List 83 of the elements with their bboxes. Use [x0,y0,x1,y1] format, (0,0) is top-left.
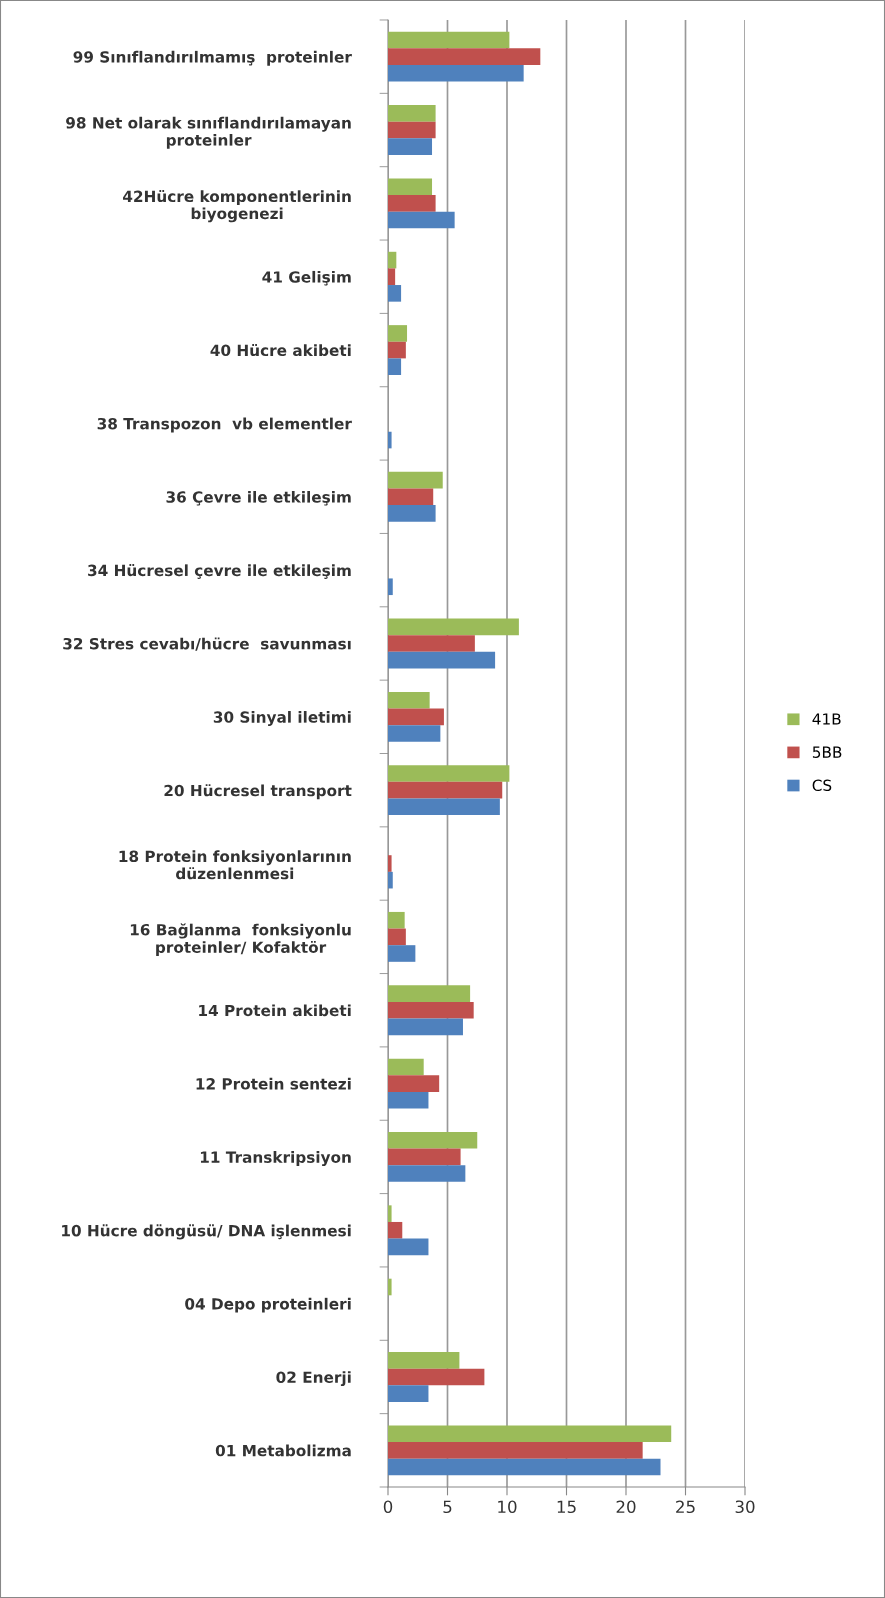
x-tick-label: 0 [383,1500,393,1514]
bar [388,505,436,522]
bar [388,1442,643,1459]
bar [388,1075,440,1092]
x-tick-label: 25 [676,1500,695,1514]
y-tick-label: 98 Net olarak sınıflandırılamayan proteinler [66,116,351,149]
y-tick-label: 04 Depo proteinleri [185,1297,351,1313]
y-tick-label: 16 Bağlanma fonksiyonlu proteinler/ Kofaktör [130,923,351,956]
bar [388,285,402,302]
bar [388,358,402,376]
bar [388,1165,466,1182]
bar [388,945,416,962]
bar [388,48,541,65]
bar [388,325,408,342]
bar [388,765,510,782]
bar [388,1131,478,1149]
y-tick-label: 30 Sinyal iletimi [213,711,351,726]
bar [388,651,496,669]
y-tick-label: 34 Hücresel çevre ile etkileşim [88,564,351,579]
bar [388,1091,429,1109]
bar [388,471,443,489]
bar [388,31,510,49]
bar [388,1368,485,1386]
bar [388,178,433,196]
y-tick-label: 10 Hücre döngüsü/ DNA işlenmesi [62,1224,351,1240]
bar [388,618,519,636]
bar [388,1425,672,1443]
bar [388,268,396,286]
bar [388,211,455,229]
y-tick-label: 11 Transkripsiyon [200,1151,351,1167]
bar [388,708,444,726]
bar [388,1221,403,1239]
x-tick-label: 20 [616,1500,636,1514]
bar [388,578,393,596]
y-tick-label: 38 Transpozon vb elementler [97,417,352,433]
bar [388,195,436,212]
x-tick-label: 15 [557,1500,576,1514]
bar [388,1148,461,1166]
bar [388,138,433,155]
bar [388,691,430,709]
y-tick-label: 12 Protein sentezi [196,1077,351,1090]
bar [388,725,441,742]
bar [388,871,393,889]
bar [388,64,524,82]
y-tick-label: 02 Enerji [276,1371,351,1387]
y-tick-label: 41 Gelişim [262,270,351,286]
bar [388,488,434,506]
bar [388,1458,661,1476]
y-tick-label: 01 Metabolizma [215,1444,351,1457]
y-tick-label: 40 Hücre akibeti [210,344,351,357]
y-tick-label: 36 Çevre ile etkileşim [166,490,351,506]
bar [388,1278,392,1296]
y-tick-label: 42Hücre komponentlerinin biyogenezi [123,190,351,223]
y-tick-label: 32 Stres cevabı/hücre savunması [63,637,351,651]
bar [388,431,392,449]
bar [388,1352,460,1369]
y-tick-label: 14 Protein akibeti [199,1004,351,1017]
bar [388,105,436,122]
bar [388,1205,392,1222]
bar [388,1001,474,1019]
y-tick-label: 99 Sınıflandırılmamış proteinler [73,50,352,66]
bar [388,911,405,929]
y-tick-label: 20 Hücresel transport [164,784,352,800]
bar [388,1385,429,1402]
legend-label: 41B [812,713,841,725]
x-tick-label: 10 [498,1500,517,1514]
bar [388,781,503,799]
bar [388,635,475,652]
bar [388,928,406,946]
bar [388,1238,429,1256]
bar [388,985,471,1002]
x-tick-label: 30 [735,1500,755,1514]
bar [388,1018,463,1036]
bar [388,121,436,139]
legend-label: CS [812,779,832,792]
legend-label: 5BB [812,746,842,758]
bar [388,798,500,816]
bar [388,855,392,872]
y-tick-label: 18 Protein fonksiyonlarının düzenlenmesi [119,850,351,880]
bar [388,1058,424,1076]
bar [388,341,406,359]
x-tick-label: 5 [443,1500,452,1514]
bar [388,251,397,269]
